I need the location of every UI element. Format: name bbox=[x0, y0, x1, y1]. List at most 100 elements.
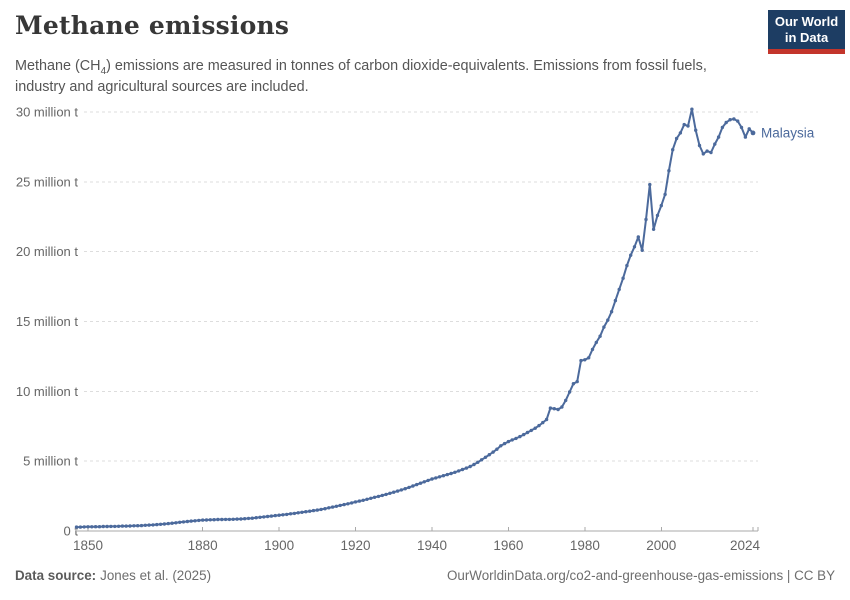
data-point bbox=[128, 524, 132, 528]
data-point bbox=[262, 515, 266, 519]
x-axis-label: 2000 bbox=[646, 538, 676, 553]
data-point bbox=[617, 287, 621, 292]
data-point bbox=[430, 477, 434, 481]
y-axis-label: 15 million t bbox=[16, 314, 79, 329]
data-point bbox=[281, 513, 285, 517]
data-source-label: Data source: bbox=[15, 568, 97, 583]
x-axis-label: 1900 bbox=[264, 538, 294, 553]
data-point bbox=[201, 518, 205, 522]
data-point bbox=[453, 470, 457, 474]
data-point bbox=[292, 511, 297, 516]
data-point bbox=[556, 407, 560, 412]
data-point bbox=[315, 508, 319, 512]
data-point bbox=[583, 358, 587, 362]
data-point bbox=[651, 227, 656, 231]
data-point bbox=[350, 501, 354, 505]
data-point bbox=[124, 524, 128, 528]
data-point bbox=[705, 149, 709, 153]
data-point bbox=[189, 519, 193, 523]
data-point bbox=[739, 125, 744, 130]
data-point bbox=[625, 263, 629, 268]
data-point bbox=[560, 405, 564, 409]
data-point bbox=[97, 525, 102, 529]
data-point bbox=[564, 398, 568, 403]
footer-right: OurWorldinData.org/co2-and-greenhouse-ga… bbox=[447, 568, 835, 583]
data-point bbox=[640, 248, 644, 252]
data-point bbox=[678, 131, 683, 135]
data-point bbox=[178, 520, 182, 524]
data-point bbox=[250, 516, 254, 520]
data-point bbox=[426, 478, 430, 483]
data-point bbox=[713, 142, 717, 146]
data-point bbox=[728, 118, 732, 122]
y-axis-label: 20 million t bbox=[16, 244, 79, 259]
owid-url-link[interactable]: OurWorldinData.org/co2-and-greenhouse-ga… bbox=[446, 568, 784, 583]
data-point bbox=[151, 523, 155, 527]
chart-footer: Data source: Jones et al. (2025) OurWorl… bbox=[15, 568, 835, 583]
data-point bbox=[265, 514, 270, 519]
x-axis-label: 2024 bbox=[730, 538, 761, 553]
data-point bbox=[579, 358, 583, 363]
data-point bbox=[116, 524, 121, 528]
data-point bbox=[285, 512, 289, 517]
y-axis-label: 10 million t bbox=[16, 384, 79, 399]
y-axis-label: 5 million t bbox=[23, 454, 78, 469]
data-point bbox=[544, 417, 549, 422]
data-point bbox=[403, 487, 407, 491]
data-point bbox=[258, 515, 262, 519]
data-point bbox=[304, 510, 308, 514]
data-point bbox=[587, 356, 591, 360]
data-point bbox=[437, 475, 442, 479]
data-point bbox=[487, 453, 491, 457]
data-point bbox=[204, 518, 209, 522]
data-point bbox=[342, 502, 346, 507]
data-point bbox=[686, 124, 690, 128]
data-point bbox=[120, 524, 125, 528]
data-point bbox=[434, 476, 438, 480]
data-point bbox=[495, 447, 499, 451]
data-point bbox=[606, 318, 610, 322]
data-point bbox=[227, 517, 232, 522]
subtitle-subscript: 4 bbox=[100, 65, 107, 77]
data-point bbox=[147, 523, 151, 527]
data-point bbox=[518, 434, 522, 439]
data-point bbox=[105, 524, 109, 529]
data-point bbox=[506, 439, 511, 444]
data-point bbox=[682, 122, 686, 127]
data-point bbox=[594, 340, 598, 345]
owid-logo[interactable]: Our World in Data bbox=[768, 10, 845, 54]
data-point bbox=[736, 119, 740, 123]
series-end-label: Malaysia bbox=[761, 125, 815, 140]
data-point bbox=[212, 518, 216, 522]
data-point bbox=[143, 523, 147, 527]
data-point bbox=[716, 135, 721, 139]
data-point bbox=[522, 432, 526, 437]
x-axis-label: 1960 bbox=[493, 538, 523, 553]
data-point bbox=[101, 524, 106, 529]
data-point bbox=[384, 492, 388, 497]
data-point bbox=[460, 467, 465, 472]
data-point bbox=[671, 148, 675, 152]
data-point bbox=[109, 524, 113, 529]
data-point bbox=[372, 495, 377, 499]
data-point bbox=[655, 213, 660, 218]
data-point bbox=[747, 127, 751, 131]
y-axis-label: 25 million t bbox=[16, 174, 79, 189]
data-point bbox=[338, 503, 342, 508]
data-point bbox=[445, 472, 449, 477]
data-point bbox=[369, 496, 373, 500]
data-point bbox=[743, 135, 748, 139]
data-point bbox=[541, 420, 545, 425]
data-point bbox=[300, 510, 304, 514]
data-point bbox=[407, 485, 411, 490]
data-point bbox=[296, 511, 300, 515]
data-point bbox=[525, 430, 530, 435]
data-point bbox=[246, 516, 251, 521]
data-point bbox=[330, 505, 335, 509]
data-point bbox=[468, 464, 472, 469]
data-point bbox=[548, 406, 553, 410]
data-point bbox=[288, 512, 293, 516]
data-point bbox=[361, 498, 365, 502]
data-point bbox=[575, 379, 579, 384]
